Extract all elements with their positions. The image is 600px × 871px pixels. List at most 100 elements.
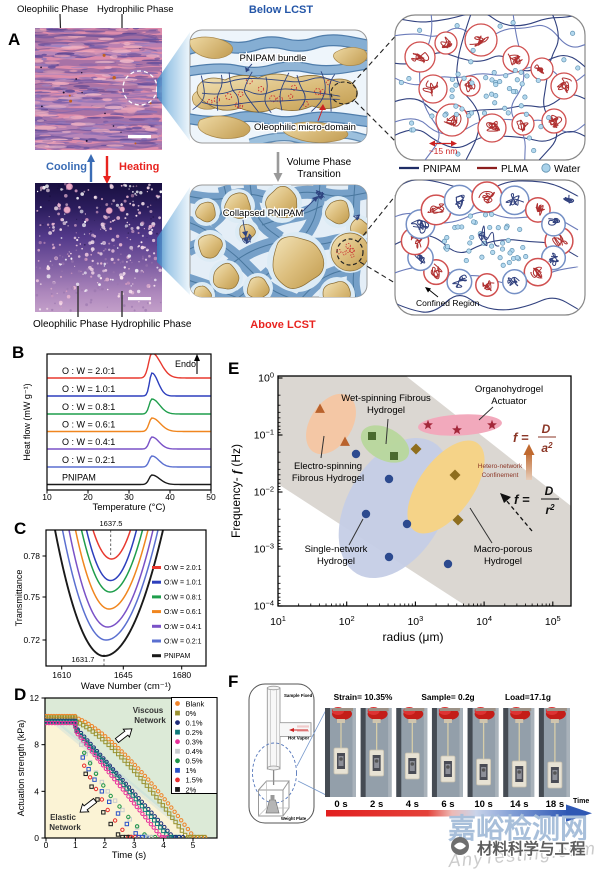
svg-text:104: 104	[476, 614, 492, 628]
svg-text:Fibrous Hydrogel: Fibrous Hydrogel	[292, 473, 364, 484]
svg-text:6 s: 6 s	[441, 799, 454, 810]
svg-text:PNIPAM: PNIPAM	[62, 473, 96, 483]
svg-text:102: 102	[339, 614, 355, 628]
svg-text:105: 105	[545, 614, 561, 628]
svg-text:Time (s): Time (s)	[112, 850, 146, 861]
svg-text:Actuator: Actuator	[491, 396, 526, 407]
svg-text:Load=17.1g: Load=17.1g	[505, 692, 551, 702]
svg-text:4 s: 4 s	[406, 799, 419, 810]
svg-text:PNIPAM: PNIPAM	[423, 164, 461, 175]
svg-text:103: 103	[407, 614, 423, 628]
svg-text:~15 nm: ~15 nm	[429, 146, 458, 156]
svg-text:1637.5: 1637.5	[100, 519, 123, 528]
svg-text:Oleophilic Phase: Oleophilic Phase	[17, 4, 88, 15]
svg-text:O:W = 0.2:1: O:W = 0.2:1	[164, 639, 202, 646]
svg-text:O:W = 2.0:1: O:W = 2.0:1	[164, 565, 202, 572]
svg-text:Network: Network	[134, 716, 166, 725]
svg-text:Viscous: Viscous	[133, 706, 164, 715]
svg-text:Hydrophilic Phase: Hydrophilic Phase	[97, 4, 174, 15]
svg-text:Wave Number (cm⁻¹): Wave Number (cm⁻¹)	[81, 681, 171, 692]
svg-text:Macro-porous: Macro-porous	[474, 544, 533, 555]
svg-text:Heating: Heating	[119, 161, 159, 173]
svg-text:1: 1	[73, 840, 78, 850]
svg-text:1%: 1%	[186, 766, 197, 775]
svg-text:O : W = 0.4:1: O : W = 0.4:1	[62, 437, 115, 447]
svg-text:D: D	[542, 422, 551, 436]
svg-text:101: 101	[270, 614, 286, 628]
svg-text:Single-network: Single-network	[305, 544, 368, 555]
svg-text:O : W = 0.6:1: O : W = 0.6:1	[62, 420, 115, 430]
svg-text:PNIPAM bundle: PNIPAM bundle	[240, 53, 307, 64]
svg-text:O:W = 0.8:1: O:W = 0.8:1	[164, 594, 202, 601]
svg-text:Actuation strength (kPa): Actuation strength (kPa)	[16, 720, 26, 817]
svg-text:E: E	[228, 359, 239, 378]
svg-text:Wet-spinning Fibrous: Wet-spinning Fibrous	[341, 393, 431, 404]
svg-text:0.2%: 0.2%	[186, 728, 203, 737]
svg-text:10 s: 10 s	[474, 799, 493, 810]
svg-text:Below LCST: Below LCST	[249, 4, 313, 16]
svg-text:30: 30	[124, 492, 134, 502]
svg-text:0.72: 0.72	[23, 635, 40, 645]
svg-text:xxxxxx: xxxxxx	[297, 724, 309, 729]
svg-text:Network: Network	[49, 823, 81, 832]
svg-text:Above LCST: Above LCST	[250, 319, 316, 331]
svg-text:B: B	[12, 343, 24, 362]
svg-text:0: 0	[34, 833, 39, 843]
svg-text:Sample Fixed: Sample Fixed	[284, 693, 313, 698]
svg-text:O : W = 2.0:1: O : W = 2.0:1	[62, 366, 115, 376]
svg-text:1.5%: 1.5%	[186, 776, 203, 785]
svg-text:radius (μm): radius (μm)	[383, 630, 444, 644]
svg-text:Blank: Blank	[186, 699, 205, 708]
svg-text:2: 2	[102, 840, 107, 850]
svg-text:1645: 1645	[114, 670, 133, 680]
svg-text:f =: f =	[514, 492, 530, 507]
svg-text:D: D	[545, 484, 554, 498]
svg-text:Hydrogel: Hydrogel	[484, 556, 522, 567]
svg-text:Endo: Endo	[175, 359, 196, 369]
svg-text:10: 10	[42, 492, 52, 502]
svg-text:C: C	[14, 519, 26, 538]
svg-text:Time: Time	[573, 798, 589, 805]
svg-text:0 s: 0 s	[334, 799, 347, 810]
svg-text:Cooling: Cooling	[46, 161, 87, 173]
svg-text:Frequency- f (Hz): Frequency- f (Hz)	[229, 444, 243, 538]
svg-text:4: 4	[34, 786, 39, 796]
svg-text:8: 8	[34, 740, 39, 750]
svg-text:1610: 1610	[52, 670, 71, 680]
svg-text:Confinement: Confinement	[482, 472, 519, 479]
svg-text:Oleophilic micro-domain: Oleophilic micro-domain	[254, 122, 356, 133]
svg-text:O : W = 0.2:1: O : W = 0.2:1	[62, 455, 115, 465]
svg-text:材料科学与工程: 材料科学与工程	[477, 839, 586, 858]
svg-text:Weight Plate: Weight Plate	[281, 816, 307, 821]
svg-text:Collapsed PNIPAM: Collapsed PNIPAM	[223, 208, 304, 219]
svg-text:20: 20	[83, 492, 93, 502]
svg-text:100: 100	[258, 371, 274, 385]
svg-text:10−3: 10−3	[254, 542, 274, 556]
svg-text:0%: 0%	[186, 709, 197, 718]
svg-text:5: 5	[191, 840, 196, 850]
svg-text:D: D	[14, 685, 26, 704]
svg-text:1680: 1680	[172, 670, 191, 680]
svg-text:O:W = 1.0:1: O:W = 1.0:1	[164, 580, 202, 587]
svg-text:A: A	[8, 30, 20, 49]
svg-text:Electro-spinning: Electro-spinning	[294, 461, 362, 472]
svg-text:Volume Phase: Volume Phase	[287, 157, 352, 168]
svg-text:0.75: 0.75	[23, 592, 40, 602]
svg-text:0.5%: 0.5%	[186, 757, 203, 766]
svg-text:Transmittance: Transmittance	[14, 570, 24, 627]
svg-text:PLMA: PLMA	[501, 164, 529, 175]
svg-text:18 s: 18 s	[546, 799, 565, 810]
svg-text:Oleophilic Phase Hydrophilic P: Oleophilic Phase Hydrophilic Phase	[33, 319, 192, 330]
svg-text:0.4%: 0.4%	[186, 747, 203, 756]
svg-text:O:W = 0.4:1: O:W = 0.4:1	[164, 624, 202, 631]
svg-text:f =: f =	[513, 430, 529, 445]
svg-text:10−4: 10−4	[254, 599, 274, 613]
svg-text:Confined Region: Confined Region	[416, 298, 480, 308]
svg-text:Water: Water	[554, 164, 581, 175]
svg-text:嘉峪检测网: 嘉峪检测网	[448, 812, 588, 844]
svg-text:0.78: 0.78	[23, 551, 40, 561]
svg-text:Hydrogel: Hydrogel	[367, 405, 405, 416]
svg-text:Organohydrogel: Organohydrogel	[475, 384, 543, 395]
svg-text:Hetero-network: Hetero-network	[478, 463, 523, 470]
svg-text:10−1: 10−1	[254, 428, 274, 442]
